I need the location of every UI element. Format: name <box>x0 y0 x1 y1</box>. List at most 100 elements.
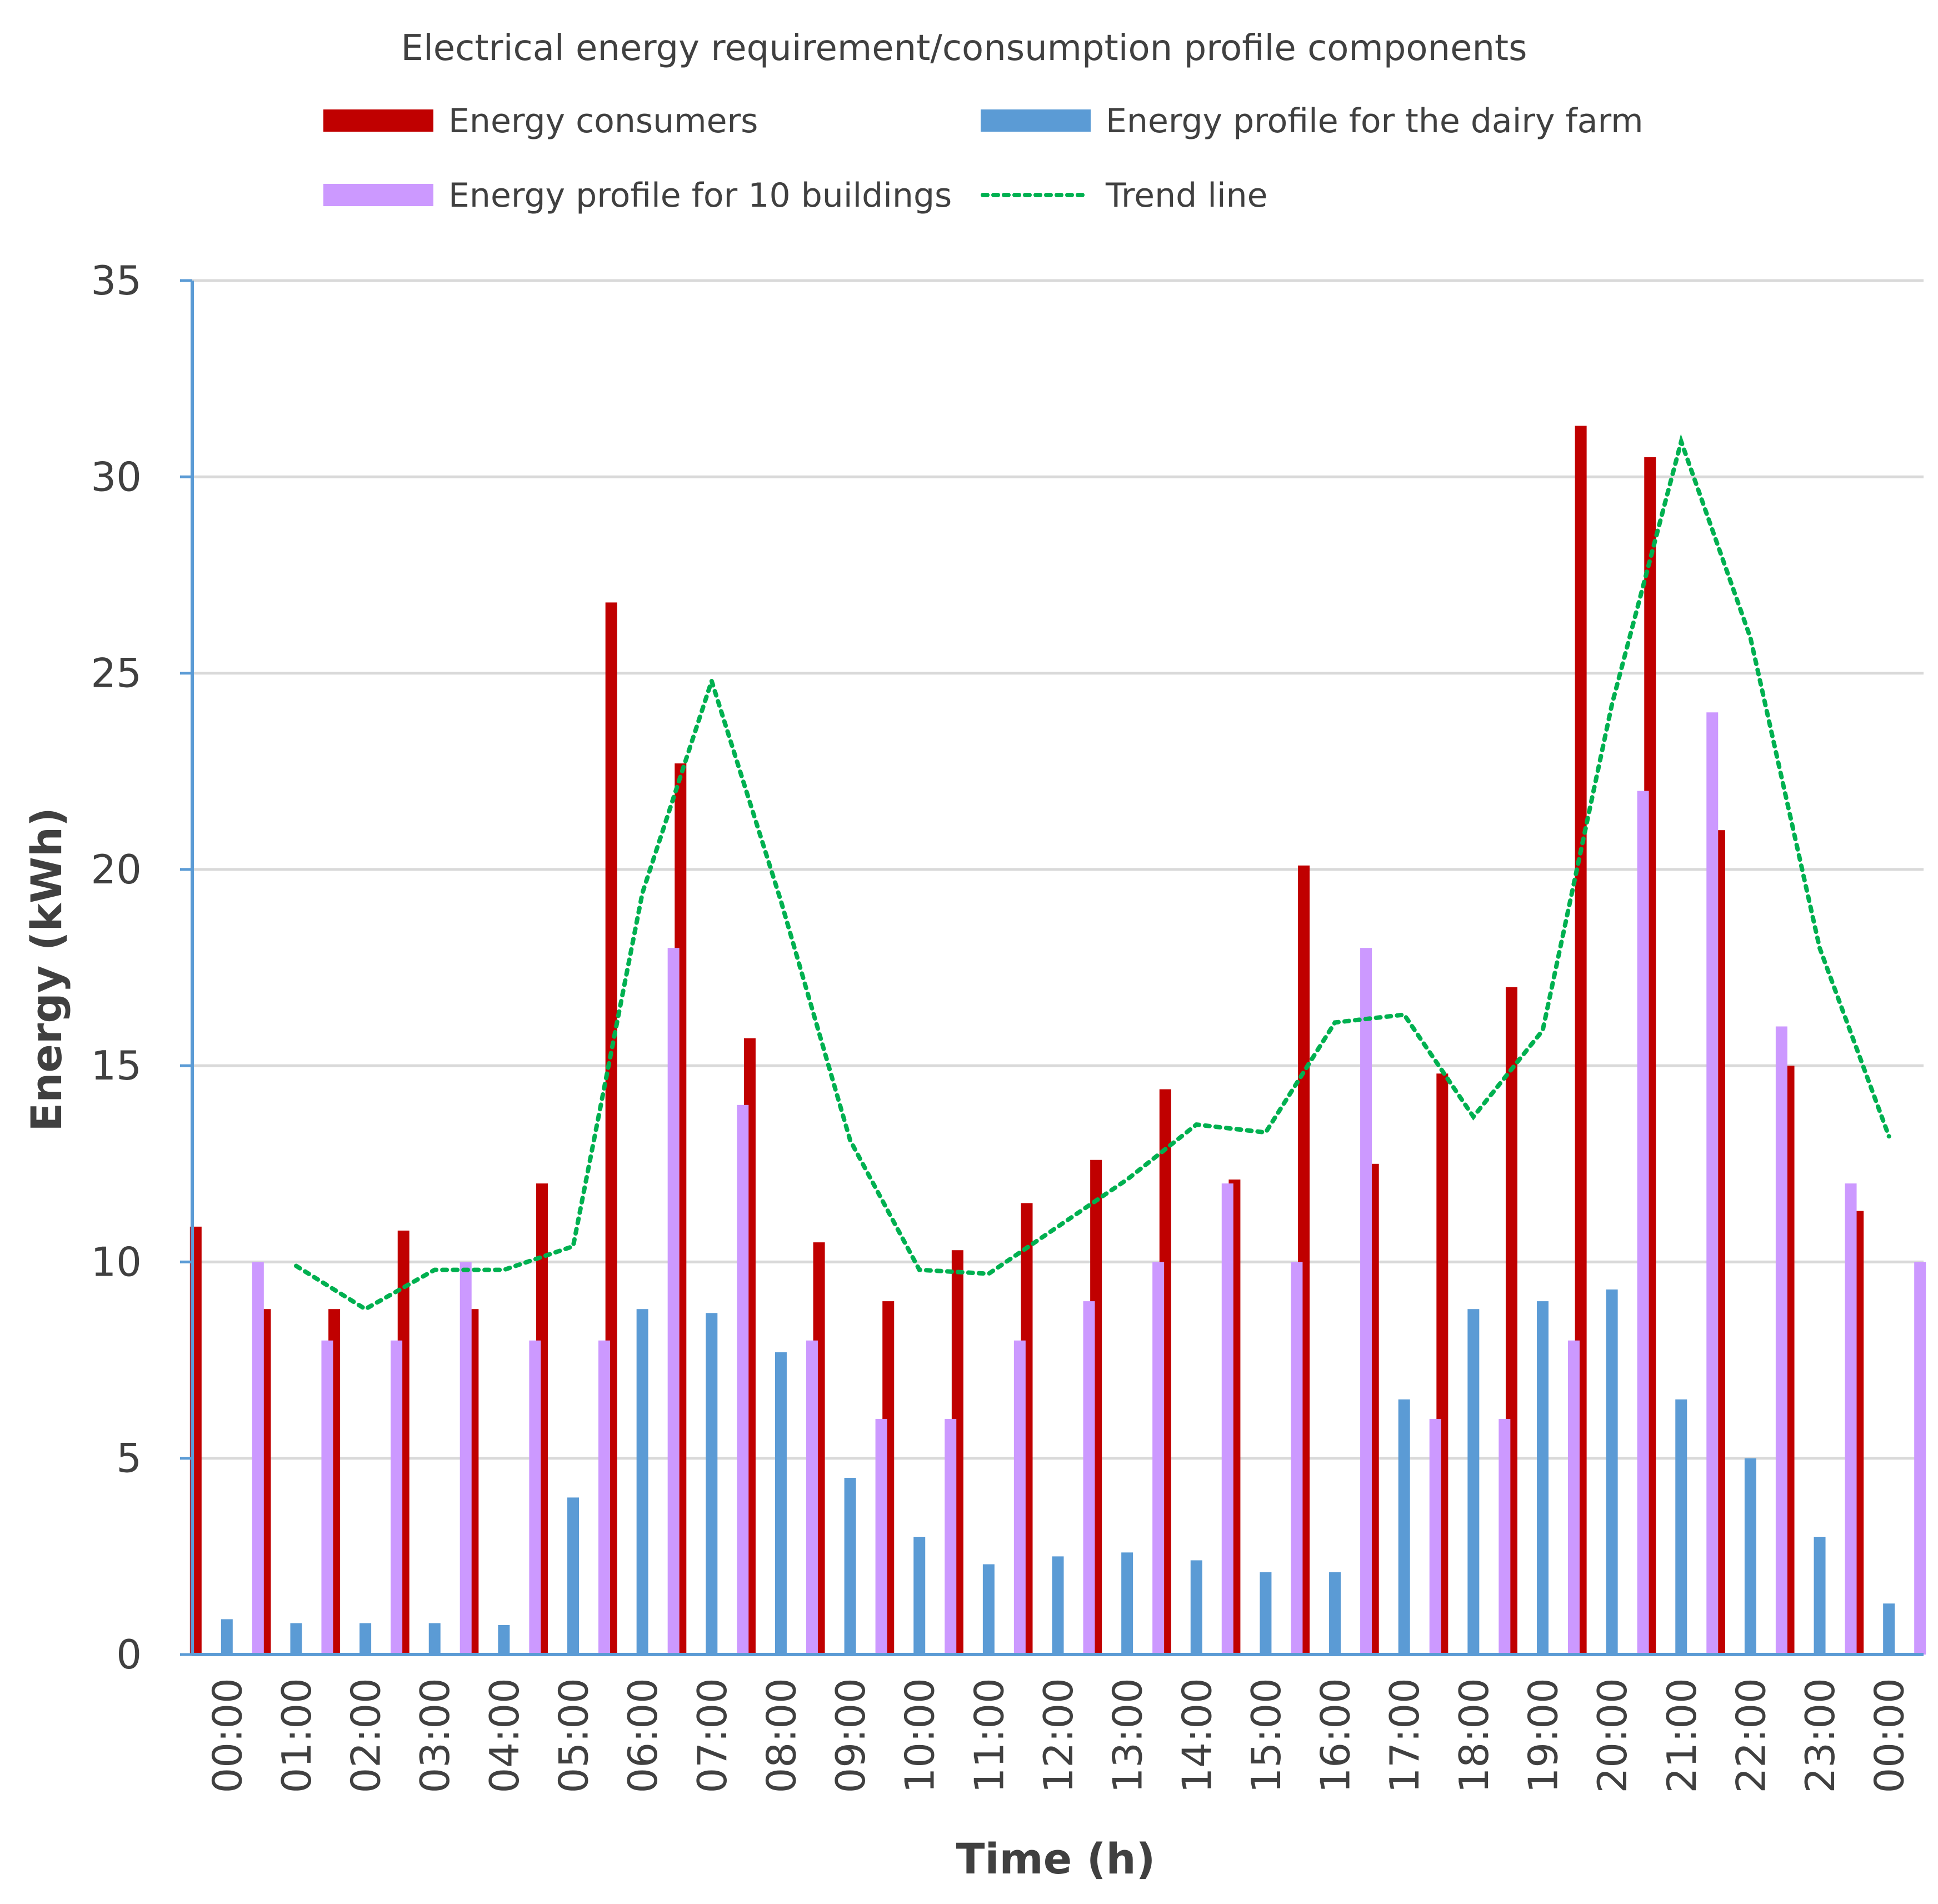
bar-energy-profile-for-10-buildings <box>1567 1340 1580 1655</box>
bar-energy-profile-for-the-dairy-farm <box>1536 1301 1549 1655</box>
y-axis-title: Energy (kWh) <box>22 807 71 1131</box>
x-tick-label: 06:00 <box>620 1678 666 1793</box>
bar-energy-profile-for-the-dairy-farm <box>1606 1289 1618 1655</box>
x-tick-label: 16:00 <box>1312 1678 1359 1793</box>
bar-energy-profile-for-10-buildings <box>1221 1183 1233 1655</box>
x-tick-label: 09:00 <box>827 1678 874 1793</box>
bar-energy-profile-for-10-buildings <box>1914 1262 1926 1655</box>
bar-energy-profile-for-the-dairy-farm <box>636 1309 648 1655</box>
bar-energy-profile-for-the-dairy-farm <box>359 1623 372 1655</box>
x-tick-label: 21:00 <box>1659 1678 1705 1793</box>
x-tick-label: 01:00 <box>273 1678 320 1793</box>
legend-swatch-energy-profile-for-10-buildings <box>323 184 433 206</box>
x-tick-label: 04:00 <box>481 1678 528 1793</box>
bar-energy-profile-for-10-buildings <box>321 1340 333 1655</box>
bar-energy-profile-for-the-dairy-farm <box>775 1352 787 1655</box>
bar-energy-profile-for-the-dairy-farm <box>1675 1399 1687 1655</box>
legend-swatch-energy-consumers <box>323 109 433 132</box>
x-tick-label: 18:00 <box>1451 1678 1497 1793</box>
axes <box>180 279 1924 1656</box>
y-tick-label: 30 <box>91 453 142 500</box>
bar-energy-profile-for-the-dairy-farm <box>567 1497 580 1655</box>
bar-energy-profile-for-10-buildings <box>945 1419 957 1655</box>
bar-energy-profile-for-10-buildings <box>875 1419 887 1655</box>
x-tick-label: 00:00 <box>204 1678 251 1793</box>
x-tick-label: 11:00 <box>966 1678 1012 1793</box>
y-tick-label: 5 <box>116 1435 142 1482</box>
legend: Energy consumers Energy profile for the d… <box>323 102 1644 215</box>
bar-energy-profile-for-the-dairy-farm <box>1052 1556 1064 1655</box>
bar-energy-profile-for-10-buildings <box>1013 1340 1026 1655</box>
x-tick-label: 05:00 <box>551 1678 597 1793</box>
bar-energy-profile-for-10-buildings <box>1360 948 1372 1655</box>
bar-energy-profile-for-10-buildings <box>252 1262 264 1655</box>
gridlines <box>192 279 1924 1460</box>
y-tick-label: 20 <box>91 846 142 893</box>
bar-energy-profile-for-the-dairy-farm <box>428 1623 441 1655</box>
x-tick-label: 22:00 <box>1727 1678 1774 1793</box>
bar-energy-profile-for-10-buildings <box>806 1340 818 1655</box>
x-tick-label: 10:00 <box>897 1678 943 1793</box>
bar-energy-profile-for-the-dairy-farm <box>844 1478 856 1655</box>
legend-label-energy-profile-for-10-buildings: Energy profile for 10 buildings <box>448 176 952 215</box>
y-tick-label: 25 <box>91 650 142 697</box>
bar-energy-profile-for-10-buildings <box>1637 791 1649 1655</box>
bar-energy-profile-for-the-dairy-farm <box>1329 1572 1341 1655</box>
bar-energy-profile-for-the-dairy-farm <box>290 1623 302 1655</box>
bar-energy-profile-for-10-buildings <box>1429 1419 1441 1655</box>
tick-labels: 0 5 10 15 20 25 30 35 00:00 01:00 02:00 03:00 04:00 0… <box>91 257 1912 1793</box>
x-tick-label: 17:00 <box>1381 1678 1428 1793</box>
x-tick-label: 08:00 <box>758 1678 805 1793</box>
bar-energy-profile-for-the-dairy-farm <box>982 1564 995 1655</box>
bar-energy-profile-for-10-buildings <box>598 1340 611 1655</box>
x-tick-label: 20:00 <box>1589 1678 1636 1793</box>
bar-energy-profile-for-the-dairy-farm <box>1398 1399 1410 1655</box>
bar-energy-profile-for-the-dairy-farm <box>706 1313 718 1655</box>
y-tick-label: 15 <box>91 1042 142 1089</box>
bar-energy-profile-for-10-buildings <box>1775 1026 1787 1655</box>
bar-energy-profile-for-10-buildings <box>1845 1183 1857 1655</box>
x-tick-label: 00:00 <box>1866 1678 1913 1793</box>
x-tick-label: 07:00 <box>689 1678 736 1793</box>
bar-energy-profile-for-the-dairy-farm <box>1883 1603 1895 1655</box>
bar-energy-profile-for-the-dairy-farm <box>1121 1552 1133 1655</box>
x-tick-label: 02:00 <box>343 1678 389 1793</box>
bar-energy-profile-for-the-dairy-farm <box>913 1537 926 1655</box>
bar-energy-profile-for-10-buildings <box>391 1340 403 1655</box>
x-tick-label: 03:00 <box>412 1678 458 1793</box>
bar-energy-profile-for-the-dairy-farm <box>1744 1458 1756 1655</box>
bar-energy-profile-for-10-buildings <box>1083 1301 1095 1655</box>
y-tick-label: 10 <box>91 1238 142 1285</box>
x-tick-label: 14:00 <box>1173 1678 1220 1793</box>
x-tick-label: 13:00 <box>1105 1678 1151 1793</box>
trend-line-layer <box>294 434 1891 1312</box>
legend-label-trend-line: Trend line <box>1105 176 1268 215</box>
bar-energy-profile-for-10-buildings <box>1291 1262 1303 1655</box>
y-tick-label: 35 <box>91 257 142 304</box>
bar-energy-profile-for-the-dairy-farm <box>498 1625 510 1655</box>
x-tick-label: 15:00 <box>1243 1678 1290 1793</box>
legend-swatch-energy-profile-for-the-dairy-farm <box>981 109 1091 132</box>
bar-energy-profile-for-10-buildings <box>1499 1419 1511 1655</box>
x-axis-title: Time (h) <box>956 1834 1156 1883</box>
x-tick-label: 19:00 <box>1520 1678 1566 1793</box>
bar-energy-profile-for-10-buildings <box>667 948 680 1655</box>
bar-energy-profile-for-the-dairy-farm <box>1260 1572 1272 1655</box>
legend-label-energy-profile-for-the-dairy-farm: Energy profile for the dairy farm <box>1106 102 1644 141</box>
bar-energy-profile-for-the-dairy-farm <box>1467 1309 1480 1655</box>
bar-energy-profile-for-the-dairy-farm <box>221 1619 233 1655</box>
bar-energy-profile-for-10-buildings <box>529 1340 541 1655</box>
trend-line <box>294 434 1891 1312</box>
bar-energy-profile-for-10-buildings <box>737 1105 749 1655</box>
bar-energy-profile-for-the-dairy-farm <box>1190 1560 1202 1655</box>
bar-energy-profile-for-10-buildings <box>1706 712 1719 1655</box>
x-tick-label: 23:00 <box>1797 1678 1844 1793</box>
legend-label-energy-consumers: Energy consumers <box>448 102 758 141</box>
bar-energy-profile-for-the-dairy-farm <box>1814 1537 1826 1655</box>
bar-energy-profile-for-10-buildings <box>459 1262 472 1655</box>
y-tick-label: 0 <box>116 1631 142 1678</box>
chart-title: Electrical energy requirement/consumptio… <box>401 28 1527 69</box>
bar-energy-profile-for-10-buildings <box>1152 1262 1165 1655</box>
